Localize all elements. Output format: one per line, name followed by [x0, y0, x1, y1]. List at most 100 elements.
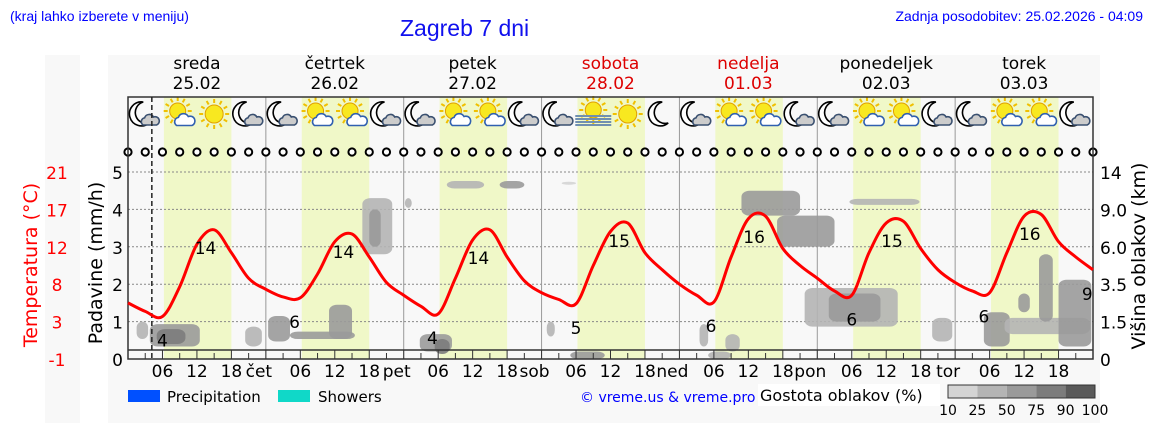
cloud-area — [404, 198, 412, 208]
sun-cloud-icon — [336, 97, 369, 127]
wind-marker — [1071, 147, 1081, 157]
temp-max-label: 14 — [333, 243, 355, 263]
cloud-area — [983, 312, 1010, 347]
cloud-area — [329, 304, 353, 340]
moon-cloud-icon — [542, 101, 574, 127]
wind-marker — [192, 147, 202, 157]
day-date: 27.02 — [448, 74, 497, 94]
precip-axis-title: Padavine (mm/h) — [85, 182, 107, 345]
moon-cloud-icon — [921, 101, 953, 127]
density-level-label: 50 — [998, 403, 1016, 419]
hour-label: 06 — [152, 362, 174, 382]
fog-icon — [575, 96, 612, 126]
wind-marker — [399, 147, 409, 157]
wind-marker — [674, 147, 685, 157]
wind-marker — [295, 147, 305, 157]
density-swatch — [977, 385, 1007, 398]
cloud-area — [369, 209, 381, 247]
hour-label: 12 — [324, 362, 346, 382]
cloud-area — [828, 293, 881, 322]
density-level-label: 90 — [1057, 403, 1075, 419]
temp-max-label: 15 — [881, 232, 903, 252]
wind-marker — [778, 147, 788, 157]
sun-icon — [612, 99, 643, 129]
moon-icon — [647, 101, 669, 127]
precip-tick-label: 4 — [112, 201, 123, 221]
hour-label: 18 — [772, 362, 794, 382]
cloud-area — [1058, 279, 1092, 347]
wind-marker — [950, 147, 960, 157]
moon-cloud-icon — [955, 101, 988, 127]
wind-marker — [364, 147, 374, 157]
wind-marker — [760, 147, 771, 157]
hour-label: 18 — [1048, 362, 1070, 382]
copyright-link[interactable]: © vreme.us & vreme.pro — [580, 390, 755, 406]
cloud-area — [1039, 254, 1053, 322]
wind-marker — [916, 147, 926, 157]
cloud-area — [156, 329, 186, 345]
wind-marker — [244, 147, 254, 157]
hour-label: 18 — [221, 362, 243, 382]
wind-marker — [985, 147, 995, 157]
cloud-area — [849, 198, 920, 205]
temp-tick-label: 21 — [46, 164, 68, 184]
wind-marker — [536, 147, 547, 157]
temp-min-label: 5 — [571, 319, 582, 339]
wind-marker — [898, 147, 909, 157]
sun-cloud-icon — [1025, 97, 1058, 127]
wind-marker — [812, 147, 822, 157]
wind-marker — [261, 147, 271, 157]
cloud-height-tick-label: 6.0 — [1100, 239, 1127, 259]
day-abbr-label: tor — [936, 362, 960, 382]
density-legend-title: Gostota oblakov (%) — [760, 386, 923, 405]
wind-marker — [967, 147, 977, 157]
wind-marker — [347, 147, 357, 157]
wind-marker — [605, 147, 616, 157]
sun-cloud-icon — [990, 97, 1023, 127]
wind-marker — [1019, 147, 1029, 157]
sun-cloud-icon — [887, 97, 920, 127]
wind-marker — [1002, 147, 1012, 157]
temp-max-label: 16 — [743, 228, 765, 248]
hour-label: 18 — [910, 362, 932, 382]
hour-label: 06 — [290, 362, 312, 382]
temp-max-label: 15 — [608, 232, 630, 252]
moon-cloud-icon — [817, 101, 850, 127]
day-name: torek — [1002, 54, 1046, 74]
wind-marker — [468, 147, 478, 157]
last-updated: Zadnja posodobitev: 25.02.2026 - 04:09 — [895, 8, 1143, 24]
day-date: 26.02 — [310, 74, 359, 94]
density-swatch — [1006, 385, 1037, 398]
cloud-height-tick-label: 9.0 — [1100, 201, 1127, 221]
hour-label: 18 — [634, 362, 656, 382]
day-date: 25.02 — [173, 74, 222, 94]
cloud-height-tick-label: 1.5 — [1100, 314, 1127, 334]
hour-label: 06 — [703, 362, 725, 382]
precip-tick-label: 1 — [112, 314, 123, 334]
day-name: sreda — [173, 54, 220, 74]
density-swatch — [1036, 385, 1066, 398]
wind-marker — [209, 147, 219, 157]
wind-marker — [743, 147, 753, 157]
wind-marker — [312, 147, 323, 157]
hour-label: 06 — [841, 362, 863, 382]
sun-cloud-icon — [749, 97, 782, 127]
cloud-area — [777, 215, 835, 247]
wind-marker — [485, 147, 495, 157]
wind-marker — [588, 147, 598, 157]
wind-marker — [416, 147, 426, 157]
hour-label: 12 — [600, 362, 622, 382]
cloud-area — [136, 321, 149, 340]
wind-marker — [140, 147, 150, 157]
wind-marker — [657, 147, 667, 157]
cloud-area — [708, 351, 732, 359]
precipitation-swatch — [128, 390, 160, 402]
precip-tick-label: 0 — [112, 351, 123, 371]
day-date: 01.03 — [724, 74, 773, 94]
wind-marker — [433, 147, 443, 157]
hour-label: 12 — [1013, 362, 1035, 382]
density-title-bg — [758, 384, 940, 406]
day-name: nedelja — [717, 54, 779, 74]
hour-label: 12 — [875, 362, 897, 382]
page-title: Zagreb 7 dni — [400, 15, 530, 41]
